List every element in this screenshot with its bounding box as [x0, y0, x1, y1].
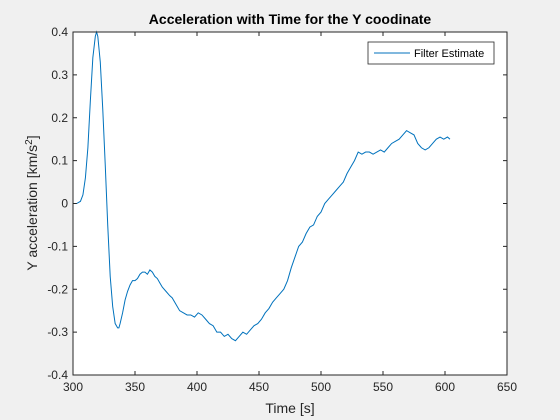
y-axis-label-main: Y acceleration [km/s — [24, 145, 40, 271]
y-tick-label: 0 — [61, 197, 68, 211]
y-axis-label: Y acceleration [km/s2] — [24, 135, 41, 270]
x-axis-label: Time [s] — [265, 400, 314, 416]
y-tick-label: 0.2 — [51, 111, 68, 125]
plot-area — [73, 32, 507, 375]
y-tick-label: -0.1 — [47, 239, 68, 253]
ticks-layer: 300 350 400 450 500 550 600 650 -0.4 -0.3 -0.2 -0.1… — [47, 25, 517, 394]
y-tick-label: 0.3 — [51, 68, 68, 82]
y-axis-label-superscript: 2 — [24, 139, 35, 145]
series-line-filter-estimate — [76, 30, 451, 342]
x-tick-label: 500 — [311, 380, 331, 394]
y-tick-label: 0.1 — [51, 154, 68, 168]
legend: Filter Estimate — [367, 41, 495, 65]
x-tick-label: 550 — [373, 380, 393, 394]
legend-box — [367, 41, 495, 65]
y-tick-label: -0.3 — [47, 325, 68, 339]
y-axis-label-tail: ] — [24, 135, 40, 139]
chart-title: Acceleration with Time for the Y coodina… — [149, 11, 432, 27]
x-tick-label: 350 — [125, 380, 145, 394]
x-tick-label: 650 — [497, 380, 517, 394]
x-tick-label: 300 — [63, 380, 83, 394]
y-tick-label: -0.2 — [47, 282, 68, 296]
legend-entry-filter-estimate: Filter Estimate — [414, 48, 484, 60]
y-tick-label: -0.4 — [47, 368, 68, 382]
x-tick-label: 450 — [249, 380, 269, 394]
x-tick-label: 400 — [187, 380, 207, 394]
x-tick-label: 600 — [435, 380, 455, 394]
plot-border — [72, 31, 508, 376]
y-tick-label: 0.4 — [51, 25, 68, 39]
